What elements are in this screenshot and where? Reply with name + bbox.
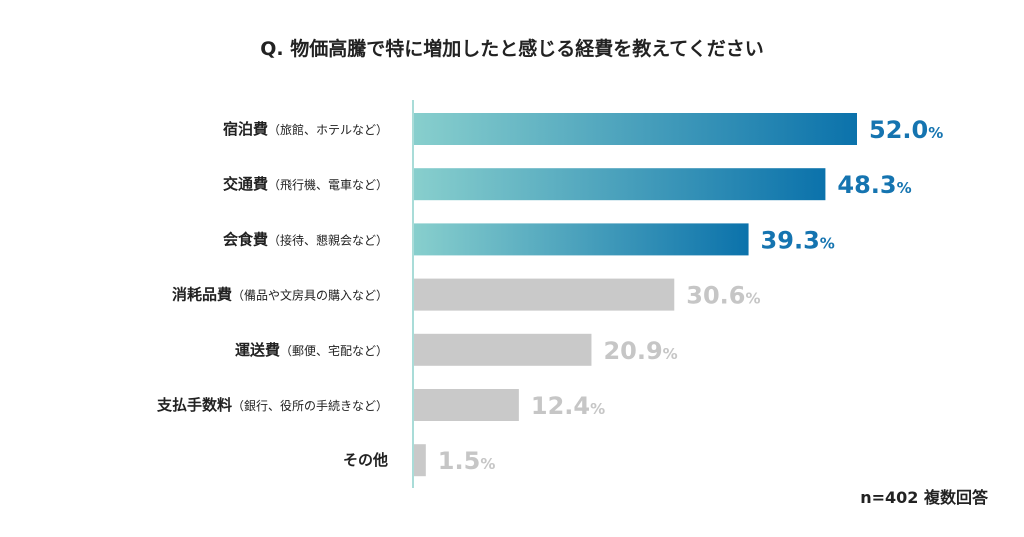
category-label: 会食費（接待、懇親会など） xyxy=(223,230,388,248)
category-label: 運送費（郵便、宅配など） xyxy=(235,341,388,359)
bar xyxy=(413,389,519,421)
data-label: 12.4% xyxy=(531,392,605,420)
data-label: 1.5% xyxy=(438,447,496,475)
category-label: その他 xyxy=(343,451,388,469)
data-label: 52.0% xyxy=(869,116,943,144)
category-label: 消耗品費（備品や文房具の購入など） xyxy=(172,286,388,304)
chart-title: Q. 物価高騰で特に増加したと感じる経費を教えてください xyxy=(260,38,764,60)
bar xyxy=(413,223,749,256)
data-label: 48.3% xyxy=(837,171,911,199)
data-label: 39.3% xyxy=(761,226,835,254)
bar xyxy=(413,333,592,366)
bar xyxy=(413,444,426,477)
bar xyxy=(413,168,826,201)
category-label: 支払手数料（銀行、役所の手続きなど） xyxy=(156,396,388,414)
bar xyxy=(413,278,675,311)
bar xyxy=(413,113,857,145)
data-label: 30.6% xyxy=(686,282,760,310)
sample-note: n=402 複数回答 xyxy=(860,488,988,507)
category-label: 交通費（飛行機、電車など） xyxy=(223,175,388,193)
data-label: 20.9% xyxy=(603,337,677,365)
category-label: 宿泊費（旅館、ホテルなど） xyxy=(223,120,388,138)
